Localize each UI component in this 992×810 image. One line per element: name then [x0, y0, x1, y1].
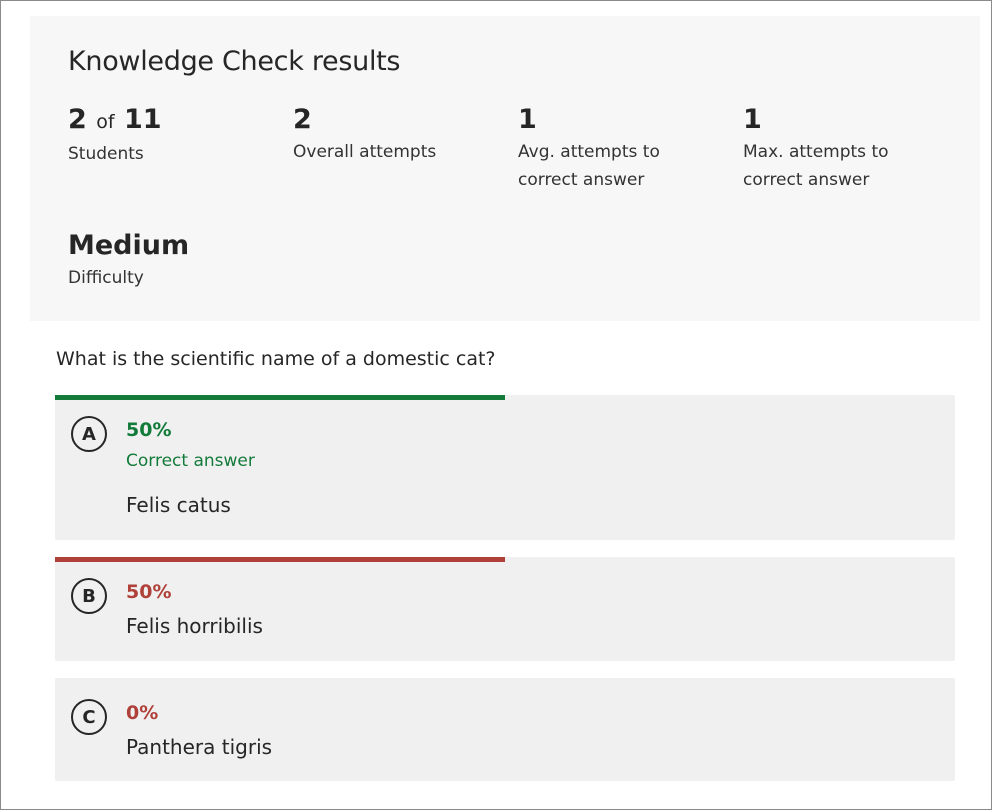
answer-option-c: C 0% Panthera tigris [55, 678, 955, 781]
students-count: 2 [68, 104, 87, 135]
students-total: 11 [123, 104, 162, 135]
stat-value: 1 [743, 104, 762, 135]
difficulty-value: Medium [68, 230, 190, 261]
option-percent: 0% [126, 702, 159, 724]
correct-answer-label: Correct answer [126, 451, 255, 471]
page-title: Knowledge Check results [68, 46, 401, 77]
difficulty: Medium Difficulty [68, 228, 189, 292]
question-text: What is the scientific name of a domesti… [56, 348, 496, 370]
option-percent: 50% [126, 581, 172, 603]
stat-label: Overall attempts [293, 142, 437, 162]
stat-max-attempts: 1 Max. attempts to correct answer [743, 102, 913, 194]
option-percent: 50% [126, 419, 172, 441]
option-letter-b: B [71, 578, 107, 614]
results-summary-panel: Knowledge Check results 2 of 11 Students… [30, 16, 980, 321]
option-text: Felis catus [126, 493, 231, 517]
of-word: of [96, 111, 115, 133]
stat-value: 2 [293, 104, 312, 135]
stat-label: Max. attempts to correct answer [743, 142, 889, 190]
stat-label: Avg. attempts to correct answer [518, 142, 660, 190]
stat-students: 2 of 11 Students [68, 102, 288, 168]
difficulty-label: Difficulty [68, 268, 144, 288]
response-bar [55, 395, 505, 400]
answer-option-a: A 50% Correct answer Felis catus [55, 395, 955, 540]
stat-avg-attempts: 1 Avg. attempts to correct answer [518, 102, 688, 194]
option-letter-c: C [71, 699, 107, 735]
answer-option-b: B 50% Felis horribilis [55, 557, 955, 661]
stat-overall-attempts: 2 Overall attempts [293, 102, 513, 166]
stat-label: Students [68, 144, 144, 164]
stat-value: 1 [518, 104, 537, 135]
option-text: Panthera tigris [126, 735, 273, 759]
response-bar [55, 557, 505, 562]
option-letter-a: A [71, 416, 107, 452]
option-text: Felis horribilis [126, 614, 263, 638]
